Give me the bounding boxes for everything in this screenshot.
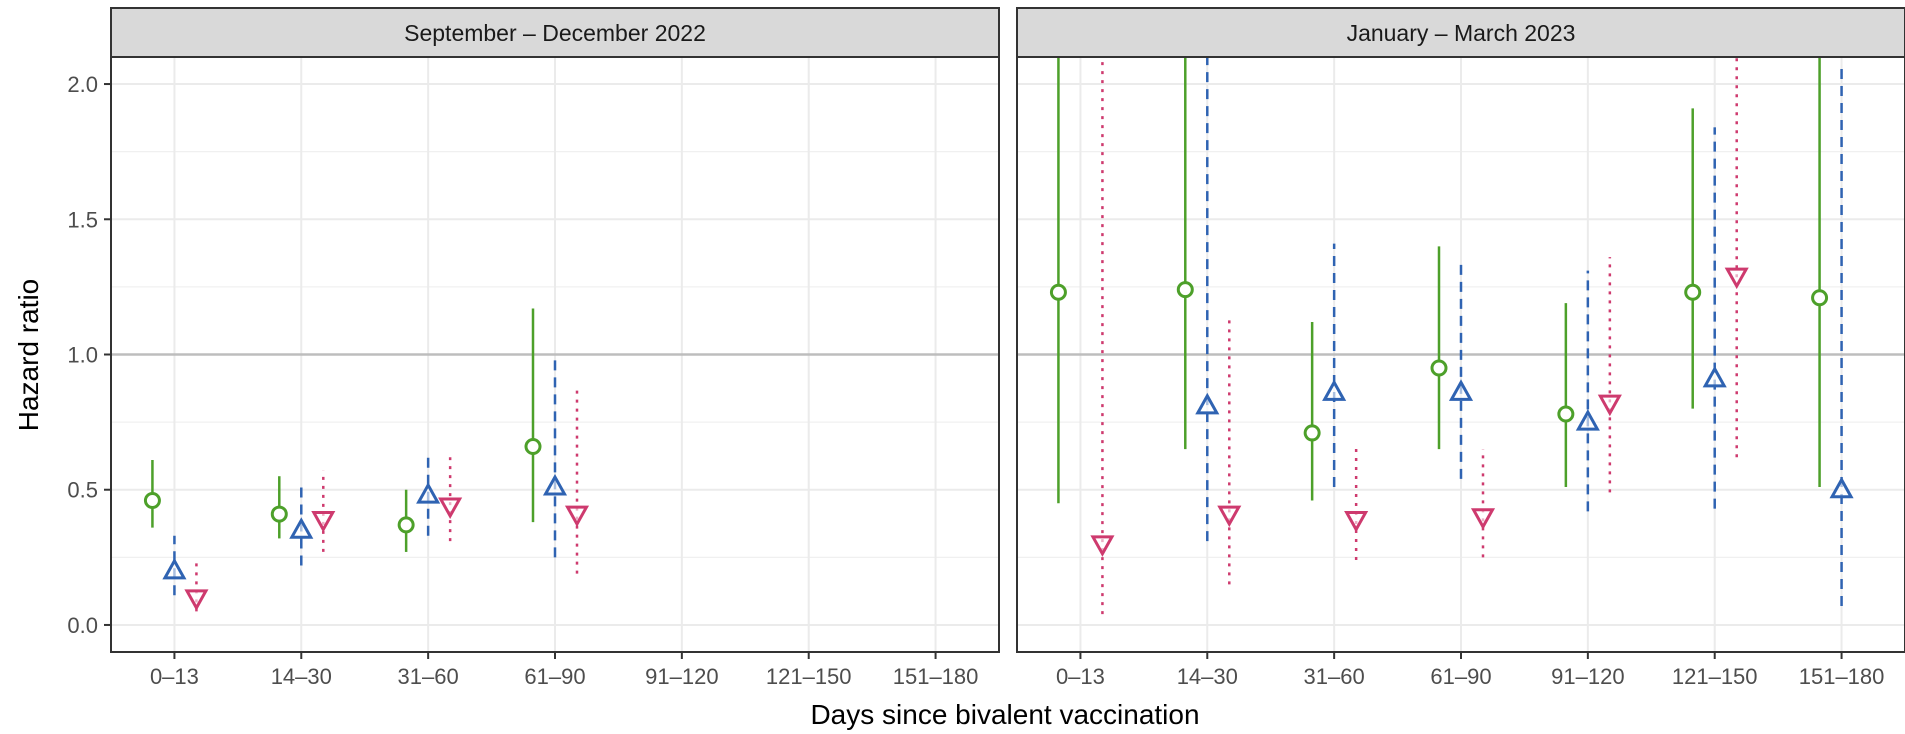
- y-tick-label: 0.5: [67, 478, 98, 503]
- y-tick-label: 0.0: [67, 613, 98, 638]
- point-marker: [1597, 394, 1622, 417]
- point-marker: [184, 589, 209, 611]
- point-marker: [1430, 359, 1448, 377]
- panel-strip: [110, 7, 1000, 58]
- point-marker: [311, 510, 336, 533]
- y-tick-label: 1.0: [67, 343, 98, 368]
- point-marker: [1684, 283, 1702, 301]
- point-marker: [438, 497, 463, 520]
- panel-title: January – March 2023: [1347, 20, 1576, 46]
- point-marker: [524, 437, 542, 455]
- y-axis-title: Hazard ratio: [13, 279, 44, 432]
- point-marker: [1724, 267, 1749, 290]
- point-marker: [1176, 281, 1194, 299]
- point-marker: [143, 492, 161, 510]
- point-marker: [1049, 283, 1067, 301]
- x-tick-label: 14–30: [1177, 664, 1238, 689]
- point-marker: [289, 517, 314, 539]
- point-marker: [1344, 510, 1369, 533]
- point-marker: [1090, 535, 1115, 557]
- x-tick-label: 61–90: [1430, 664, 1491, 689]
- point-marker: [1702, 365, 1727, 388]
- x-tick-label: 0–13: [150, 664, 199, 689]
- point-marker: [1303, 424, 1321, 442]
- x-tick-label: 14–30: [271, 664, 332, 689]
- y-tick-label: 2.0: [67, 72, 98, 97]
- point-marker: [564, 505, 590, 528]
- x-tick-label: 151–180: [1799, 664, 1885, 689]
- point-marker: [1217, 505, 1242, 528]
- x-tick-label: 121–150: [766, 664, 852, 689]
- point-marker: [1470, 508, 1496, 530]
- x-tick-label: 31–60: [398, 664, 459, 689]
- x-tick-label: 91–120: [1551, 664, 1624, 689]
- x-tick-label: 61–90: [524, 664, 585, 689]
- point-marker: [1575, 409, 1600, 431]
- point-marker: [1811, 289, 1829, 307]
- x-tick-label: 0–13: [1056, 664, 1105, 689]
- x-tick-label: 31–60: [1304, 664, 1365, 689]
- x-tick-label: 91–120: [645, 664, 718, 689]
- point-marker: [397, 516, 415, 534]
- point-marker: [1195, 392, 1220, 415]
- point-marker: [1829, 476, 1854, 499]
- y-tick-label: 1.5: [67, 207, 98, 232]
- x-tick-label: 151–180: [893, 664, 979, 689]
- point-marker: [1557, 405, 1575, 423]
- point-marker: [416, 482, 441, 504]
- point-marker: [270, 505, 288, 523]
- point-marker: [162, 557, 187, 580]
- point-marker: [1448, 379, 1474, 401]
- panel-1: September – December 2022 0–13 14–30 31–60 6…: [110, 7, 1000, 689]
- x-tick-label: 121–150: [1672, 664, 1758, 689]
- panel-title: September – December 2022: [404, 20, 706, 46]
- panel-2: January – March 2023 0–13 14–30 31–60 61–90 9…: [1016, 7, 1905, 689]
- point-marker: [1322, 379, 1347, 401]
- point-marker: [542, 473, 568, 496]
- x-axis-title: Days since bivalent vaccination: [810, 699, 1199, 730]
